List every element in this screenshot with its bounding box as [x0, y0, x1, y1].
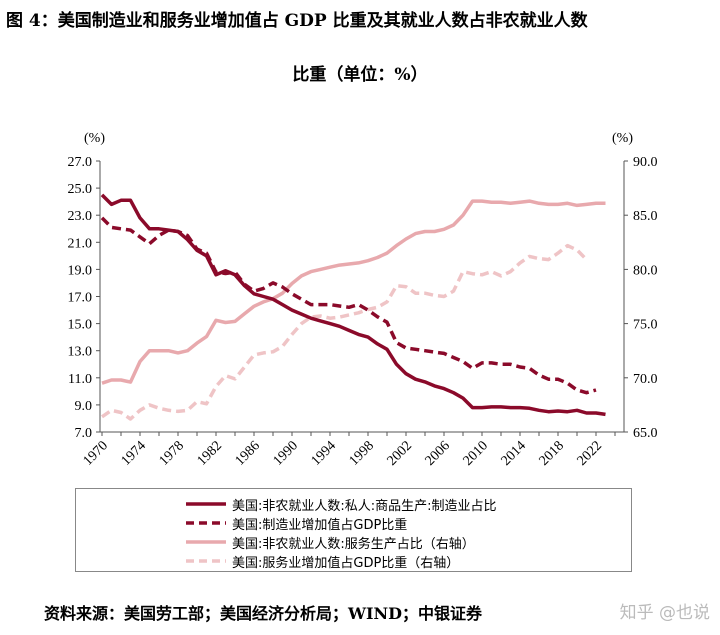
- right-tick-label: 85.0: [633, 209, 658, 224]
- figure-title-line1: 图 4：美国制造业和服务业增加值占 GDP 比重及其就业人数占非农就业人数: [6, 11, 588, 31]
- left-unit-label: (%): [84, 131, 105, 146]
- legend-item: 美国:非农就业人数:服务生产占比（右轴）: [186, 533, 475, 552]
- x-tick-label: 1974: [119, 438, 149, 468]
- x-tick-label: 1990: [271, 438, 301, 468]
- x-tick-label: 2014: [499, 438, 529, 468]
- series-line-3: [101, 243, 588, 421]
- right-tick-label: 65.0: [633, 426, 658, 441]
- x-tick-label: 2002: [385, 438, 415, 468]
- legend-item: 美国:服务业增加值占GDP比重（右轴）: [186, 552, 460, 571]
- x-tick-label: 1986: [233, 438, 263, 468]
- left-tick-label: 11.0: [68, 372, 92, 387]
- legend-label: 美国:非农就业人数:服务生产占比（右轴）: [232, 536, 475, 552]
- x-tick-label: 2010: [461, 438, 491, 468]
- series-line-2: [101, 199, 606, 385]
- left-tick-label: 23.0: [68, 209, 93, 224]
- left-tick-label: 19.0: [68, 263, 93, 278]
- right-tick-label: 90.0: [633, 155, 658, 170]
- left-tick-label: 21.0: [68, 236, 93, 251]
- figure-title-line2: 比重（单位：%）: [292, 65, 428, 85]
- series-line-0: [100, 193, 606, 417]
- left-tick-label: 13.0: [68, 345, 93, 360]
- right-tick-label: 75.0: [633, 318, 658, 333]
- x-tick-label: 1982: [195, 438, 225, 468]
- legend-swatch: [186, 521, 226, 525]
- left-tick-label: 27.0: [68, 155, 93, 170]
- right-unit-label: (%): [612, 131, 633, 146]
- left-tick-label: 15.0: [68, 318, 93, 333]
- legend-swatch: [186, 502, 226, 506]
- watermark: 知乎 @也说: [619, 603, 710, 623]
- left-tick-label: 7.0: [75, 426, 93, 441]
- x-tick-label: 1998: [347, 438, 377, 468]
- left-tick-label: 9.0: [75, 399, 93, 414]
- chart: (%) (%) 27.0 25.0 23.0 21.0 19.0 17.0 15.0 13.0…: [68, 131, 658, 469]
- source-note: 资料来源：美国劳工部；美国经济分析局；WIND；中银证券: [44, 604, 482, 623]
- x-tick-label: 1978: [157, 438, 187, 468]
- left-tick-label: 25.0: [68, 182, 93, 197]
- legend-label: 美国:制造业增加值占GDP比重: [232, 517, 408, 533]
- x-tick-label: 2006: [423, 438, 453, 468]
- legend-swatch: [186, 559, 226, 563]
- legend-item: 美国:制造业增加值占GDP比重: [186, 514, 408, 533]
- x-tick-label: 1970: [81, 438, 111, 468]
- legend-label: 美国:服务业增加值占GDP比重（右轴）: [232, 555, 460, 571]
- x-tick-label: 2018: [537, 438, 567, 468]
- x-tick-label: 1994: [309, 438, 339, 468]
- left-tick-label: 17.0: [68, 291, 93, 306]
- right-tick-label: 80.0: [633, 263, 658, 278]
- series-line-1: [100, 216, 597, 395]
- legend-item: 美国:非农就业人数:私人:商品生产:制造业占比: [186, 495, 497, 514]
- right-tick-label: 70.0: [633, 372, 658, 387]
- legend: 美国:非农就业人数:私人:商品生产:制造业占比 美国:制造业增加值占GDP比重美国…: [75, 488, 632, 572]
- legend-label: 美国:非农就业人数:私人:商品生产:制造业占比: [232, 498, 497, 514]
- legend-swatch: [186, 540, 226, 544]
- x-tick-label: 2022: [575, 438, 605, 468]
